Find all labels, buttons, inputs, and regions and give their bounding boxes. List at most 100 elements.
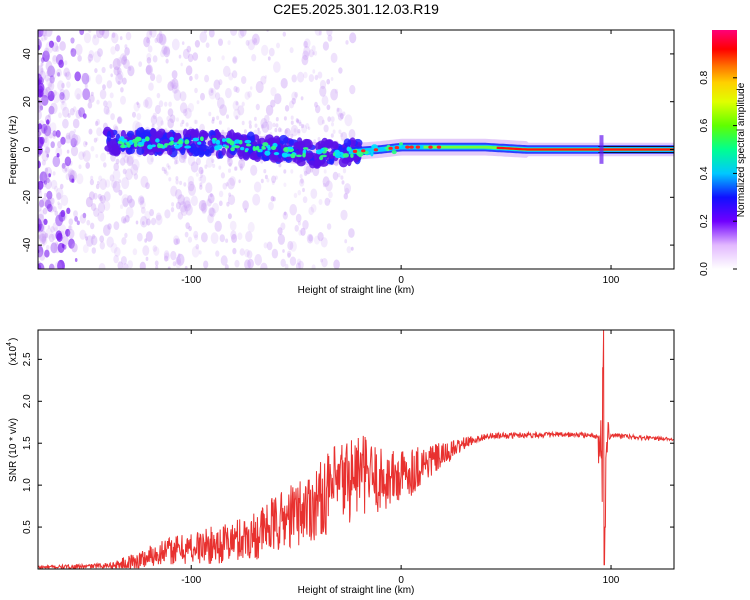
spectrogram-noise-blob [175,201,181,210]
spectrogram-noise-blob [244,208,248,213]
spectrogram-noise-blob [47,65,55,78]
spectrogram-noise-blob [339,113,344,120]
spectrogram-peak-spot [141,138,146,143]
spectrogram-noise-blob [38,131,41,137]
spectrogram-spike [599,135,604,164]
spectrogram-noise-blob [153,246,160,256]
spectrogram-noise-blob [44,167,49,173]
spectrogram-noise-blob [295,118,299,123]
spectrogram-peak-spot [409,145,414,149]
spectrogram-peak-spot [320,154,327,158]
spectrogram-noise-blob [73,210,78,218]
spectrogram-noise-blob [117,261,124,269]
spectrogram-noise-blob [38,38,42,50]
snr-y-tick-label: 2.5 [22,352,33,366]
spectrogram-noise-blob [170,185,178,197]
spectrogram-noise-blob [241,101,245,107]
spectrogram-noise-blob [231,233,238,243]
spectrogram-noise-blob [150,217,157,226]
spectrogram-noise-blob [103,191,111,202]
spectrogram-noise-blob [282,211,288,220]
spectrogram-peak-spot [136,137,142,141]
spectrogram-noise-blob [308,206,315,216]
spectrogram-noise-blob [201,199,207,208]
spectrogram-noise-blob [128,66,132,71]
spectrogram-noise-blob [110,46,116,55]
spectrogram-noise-blob [87,53,94,62]
spectrogram-noise-blob [317,137,321,142]
spectrogram-noise-blob [191,246,200,258]
spectrogram-noise-blob [97,48,103,57]
spectrogram-noise-blob [99,178,107,190]
spectrogram-noise-blob [208,88,217,100]
spectrogram-noise-blob [150,157,154,162]
spectrogram-noise-blob [59,88,65,97]
spectrogram-noise-blob [311,45,316,52]
spectrogram-noise-blob [89,179,94,186]
spectrogram-noise-blob [90,235,98,246]
spectrogram-noise-blob [38,40,42,50]
spectrogram-noise-blob [308,234,313,242]
spectrogram-noise-blob [41,34,46,42]
spectrogram-noise-blob [95,137,99,142]
spectrogram-noise-blob [328,191,333,199]
spectrogram-noise-blob [244,91,251,100]
spectrogram-noise-blob [303,40,308,48]
spectrogram-noise-blob [51,233,57,241]
spectrogram-noise-blob [179,91,187,102]
spectrogram-peak-spot [200,136,204,141]
spectrogram-noise-blob [301,123,304,129]
spectrogram-noise-blob [54,261,63,269]
spectrogram-noise-blob [322,41,329,51]
spectrogram-noise-blob [105,108,111,116]
spectrogram-noise-blob [187,102,194,113]
spectrogram-noise-blob [167,108,174,117]
spectrogram-noise-blob [326,30,333,37]
spectrogram-noise-blob [320,237,328,248]
spectrogram-noise-blob [299,178,305,187]
spectrogram-noise-blob [297,221,301,226]
spectrogram-noise-blob [42,171,49,182]
spectrogram-noise-blob [235,86,240,93]
spectrogram-noise-blob [67,113,71,118]
spectrogram-noise-blob [171,82,180,94]
spectrogram-noise-blob [87,101,93,109]
spectrogram-noise-blob [111,32,119,44]
spectrogram-noise-blob [107,223,112,230]
spectrogram-noise-blob [64,156,72,167]
spectrogram-peak-spot [285,153,292,157]
colorbar-ticks: 0.0 0.2 0.4 0.6 0.8 [699,70,737,276]
spectrogram-ridge-blob [112,147,121,157]
spectrogram-noise-blob [81,72,88,83]
spectrogram-noise-blob [149,209,155,217]
spectrogram-noise-blob [218,120,222,125]
spectrogram-noise-blob [160,120,164,126]
spectrogram-noise-blob [173,235,180,246]
spectrogram-x-tick-label: 0 [398,275,404,286]
spectrogram-noise-blob [288,100,295,109]
spectrogram-noise-blob [60,210,66,218]
spectrogram-noise-blob [255,103,260,111]
spectrogram-noise-blob [173,238,179,246]
spectrogram-noise-blob [41,150,49,162]
spectrogram-noise-blob [90,222,95,230]
spectrogram-noise-blob [86,219,91,226]
spectrogram-noise-blob [172,261,177,267]
spectrogram-noise-blob [44,178,52,190]
spectrogram-peak-spot [286,146,294,150]
snr-y-tick-label: 1.5 [22,436,33,450]
spectrogram-noise-blob [103,100,108,107]
spectrogram-noise-blob [57,242,65,253]
spectrogram-noise-blob [271,180,275,185]
spectrogram-noise-blob [211,119,215,124]
spectrogram-x-tick-label: 100 [603,275,620,286]
spectrogram-noise-blob [289,256,297,266]
spectrogram-noise-blob [54,210,59,216]
spectrogram-noise-blob [190,195,198,207]
spectrogram-noise-blob [218,38,223,46]
spectrogram-noise-blob [284,263,289,269]
spectrogram-noise-blob [183,200,191,212]
spectrogram-noise-blob [330,52,338,64]
spectrogram-noise-blob [301,55,309,66]
spectrogram-noise-blob [210,193,213,198]
